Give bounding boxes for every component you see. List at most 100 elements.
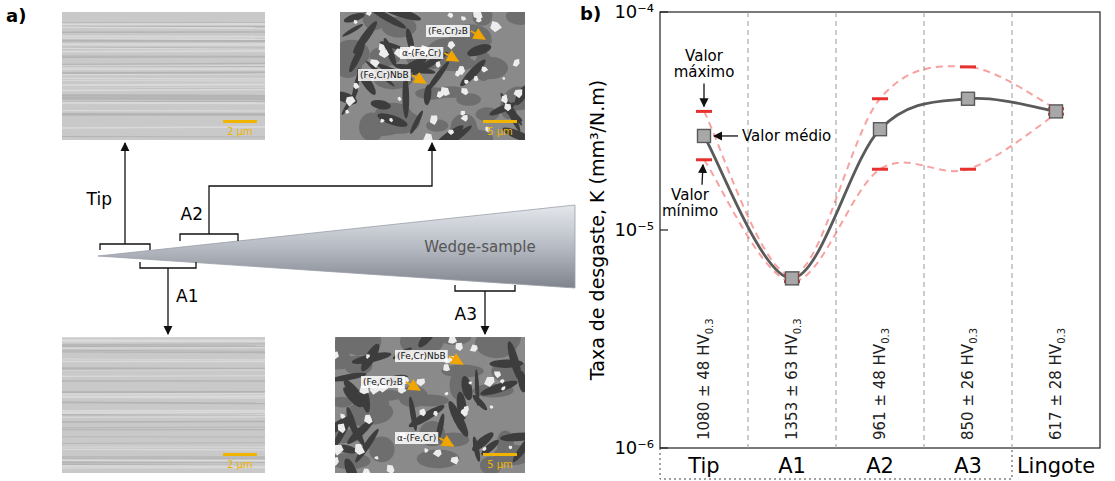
sem-streak [62, 40, 265, 42]
sem-streak [62, 367, 265, 369]
x-tick-label: Tip [687, 454, 719, 478]
sem-boride [378, 12, 422, 24]
sem-nbb-particle [501, 94, 508, 104]
phase-arrow [471, 31, 485, 39]
sem-boride [466, 42, 493, 59]
wedge-sample [98, 205, 575, 288]
sem-boride [423, 84, 433, 105]
sem-nbb-particle [379, 49, 390, 58]
sem-nbb-particle [448, 337, 457, 344]
y-tick [660, 11, 668, 12]
sem-streak [62, 341, 265, 342]
data-marker [960, 65, 976, 68]
sem-boride [347, 42, 367, 73]
sem-nbb-particle [470, 345, 478, 352]
region-bracket [100, 244, 150, 250]
sem-nbb-particle [444, 392, 448, 396]
sem-streak [62, 339, 265, 342]
sem-streak [62, 87, 265, 89]
sem-streak [62, 38, 265, 41]
phase-label: (Fe,Cr)NbB [397, 351, 446, 361]
sem-boride [341, 22, 364, 38]
sem-nbb-particle [354, 20, 358, 24]
sem-streak [62, 44, 265, 45]
sem-streak [62, 22, 265, 24]
sem-streak [62, 56, 265, 58]
sem-boride [343, 12, 366, 25]
data-marker [1050, 105, 1063, 118]
sem-boride [445, 399, 471, 439]
sem-streak [62, 395, 265, 397]
sem-nbb-particle [490, 405, 494, 409]
region-bracket [140, 262, 196, 268]
scale-bar-label: 5 μm [487, 459, 513, 470]
series-line [704, 114, 1056, 281]
series-annotation: Valormáximo [674, 47, 735, 81]
phase-label: (Fe,Cr)₂B [428, 26, 468, 36]
y-tick-label: 10⁻⁴ [614, 1, 654, 22]
sem-nbb-particle [355, 444, 365, 455]
x-tick-label: A1 [778, 454, 806, 478]
x-tick-label: Lingote [1017, 454, 1095, 478]
hardness-annotation: 1080 ± 48 HV0.3 [695, 318, 715, 440]
sem-streak [62, 337, 265, 338]
sem-nbb-particle [448, 41, 456, 49]
sem-boride [439, 123, 473, 140]
sem-nbb-particle [387, 465, 395, 473]
sem-nbb-particle [447, 13, 453, 19]
sem-nbb-particle [362, 469, 370, 474]
phase-label-bg [395, 432, 438, 444]
sem-matrix [472, 12, 492, 26]
sem-streak [62, 102, 265, 105]
phase-label-bg [426, 25, 470, 37]
sem-nbb-particle [509, 446, 512, 450]
sem-nbb-particle [389, 118, 393, 122]
sem-nbb-particle [469, 382, 472, 385]
sem-boride [358, 341, 383, 373]
sem-nbb-particle [514, 89, 523, 98]
sem-nbb-particle [433, 450, 442, 458]
region-connector [124, 143, 125, 244]
y-axis-title: Taxa de desgaste, K (mm³/N.m) [586, 80, 608, 381]
sem-streak [62, 343, 265, 345]
sem-streak [62, 97, 265, 99]
scale-bar-label: 5 μm [487, 126, 513, 137]
sem-nbb-particle [461, 111, 466, 116]
sem-streak [62, 95, 265, 97]
series-annotation: Valormínimo [662, 186, 718, 220]
data-marker [696, 158, 712, 161]
sem-nbb-particle [448, 130, 454, 135]
sem-matrix [417, 450, 460, 469]
sem-streak [62, 436, 265, 437]
sem-nbb-particle [457, 66, 465, 75]
phase-arrow [449, 356, 463, 364]
phase-arrow [412, 75, 426, 83]
sem-streak [62, 402, 265, 405]
sem-streak [62, 80, 265, 81]
y-tick-label: 10⁻⁶ [614, 437, 654, 458]
sem-boride [340, 88, 359, 115]
category-separator [924, 12, 925, 448]
sem-nbb-particle [481, 66, 488, 72]
annotation-line: máximo [674, 63, 735, 81]
category-separator [836, 12, 837, 448]
sem-streak [62, 35, 265, 37]
phase-label: α-(Fe,Cr) [402, 48, 441, 58]
sem-nbb-particle [374, 456, 378, 460]
sem-nbb-particle [490, 21, 502, 32]
sem-boride [471, 393, 489, 412]
sem-nbb-particle [436, 61, 441, 68]
sem-streak [62, 56, 265, 57]
annotation-line: mínimo [662, 202, 718, 220]
annotation-main: 850 ± 26 HV [959, 343, 977, 440]
annotation-sub: 0.3 [792, 318, 803, 334]
sem-streak [62, 71, 265, 74]
sem-streak [62, 26, 265, 29]
sem-nbb-particle [420, 409, 427, 417]
sem-streak [62, 339, 265, 341]
sem-streak [62, 78, 265, 80]
sem-streak [62, 48, 265, 49]
sem-nbb-particle [473, 12, 483, 19]
phase-label-bg [361, 376, 405, 388]
region-label: A1 [176, 286, 198, 306]
